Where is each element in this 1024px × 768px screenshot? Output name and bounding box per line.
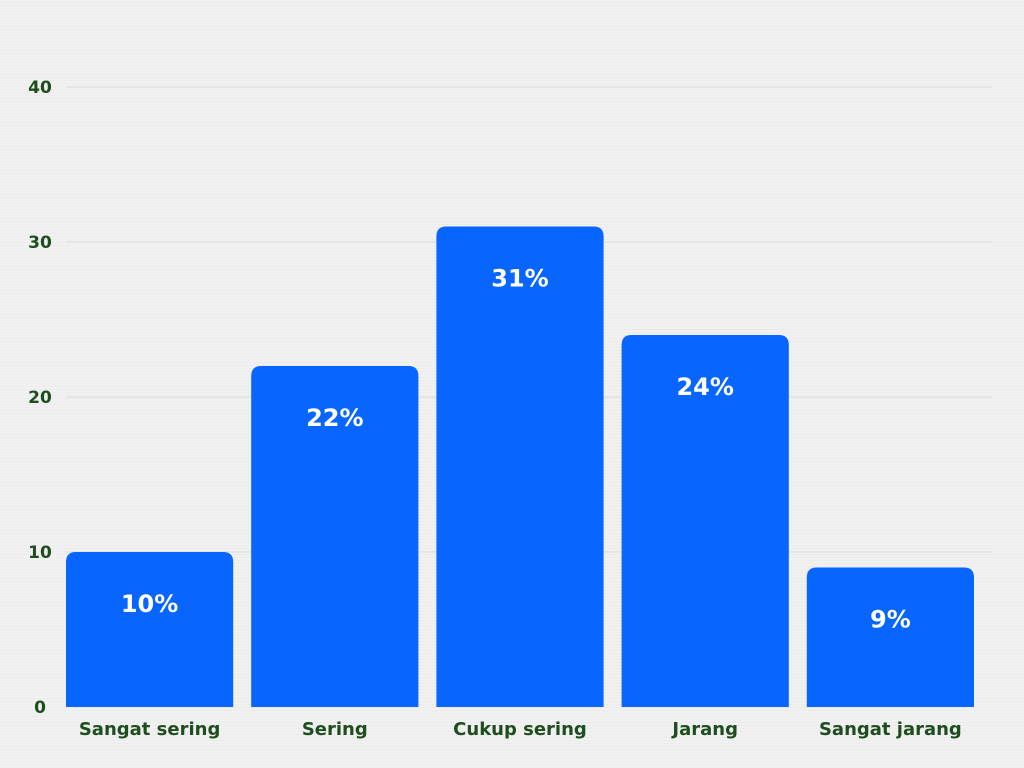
bar (436, 226, 604, 707)
y-tick-label: 10 (28, 543, 52, 563)
bar-data-label: 9% (870, 606, 911, 634)
bar-data-label: 31% (491, 265, 548, 293)
x-category-label: Sering (302, 719, 368, 740)
bar-data-label: 24% (676, 373, 733, 401)
data-labels: 10% 22% 31% 24% 9% (121, 265, 911, 634)
y-axis-ticks: 0 10 20 30 40 (28, 78, 52, 718)
bar-data-label: 10% (121, 590, 178, 618)
bar (251, 366, 419, 707)
x-category-label: Cukup sering (453, 719, 587, 740)
y-tick-label: 20 (28, 388, 52, 408)
bar (806, 567, 974, 707)
y-tick-label: 40 (28, 78, 52, 98)
x-category-label: Sangat jarang (819, 719, 962, 740)
x-category-label: Sangat sering (79, 719, 221, 740)
y-tick-label: 30 (28, 233, 52, 253)
y-tick-label: 0 (34, 698, 46, 718)
bar-data-label: 22% (306, 404, 363, 432)
bar (621, 335, 789, 707)
bar (66, 552, 234, 707)
bars (66, 226, 974, 707)
x-axis-labels: Sangat sering Sering Cukup sering Jarang San… (79, 719, 962, 740)
x-category-label: Jarang (670, 719, 738, 740)
